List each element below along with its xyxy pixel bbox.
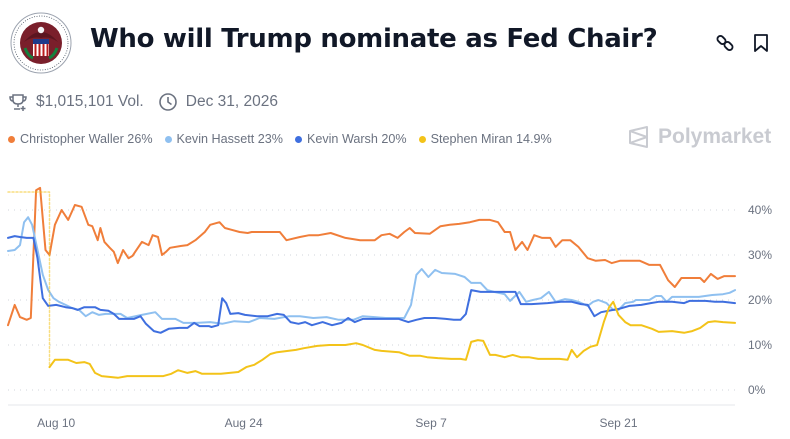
y-tick-label: 30% [748, 248, 772, 262]
legend-label-hassett: Kevin Hassett 23% [176, 132, 283, 146]
volume-text: $1,015,101 Vol. [36, 93, 144, 110]
chart-legend: Christopher Waller 26% Kevin Hassett 23%… [8, 132, 564, 146]
y-tick-label: 20% [748, 293, 772, 307]
y-tick-label: 10% [748, 338, 772, 352]
x-tick-label: Aug 10 [37, 416, 75, 430]
series-line-christopher-waller[interactable] [7, 186, 736, 327]
legend-label-warsh: Kevin Warsh 20% [306, 132, 407, 146]
legend-dot-hassett [164, 135, 172, 143]
x-tick-label: Sep 7 [415, 416, 447, 430]
polymarket-logo-icon [629, 126, 648, 148]
x-tick-label: Aug 24 [225, 416, 263, 430]
legend-item-hassett[interactable]: Kevin Hassett 23% [164, 132, 283, 146]
trophy-icon [8, 92, 28, 112]
legend-dot-warsh [294, 135, 302, 143]
price-history-chart: 0% 10% 20% 30% 40% Aug 10 Aug 24 Sep 7 Sep 21 [7, 186, 772, 430]
end-date-text: Dec 31, 2026 [185, 93, 278, 110]
federal-reserve-seal-icon [10, 12, 72, 74]
legend-dot-miran [418, 135, 426, 143]
end-date-info: Dec 31, 2026 [158, 92, 278, 112]
clock-icon [158, 92, 178, 112]
legend-label-waller: Christopher Waller 26% [20, 132, 153, 146]
legend-item-warsh[interactable]: Kevin Warsh 20% [294, 132, 407, 146]
y-tick-label: 40% [748, 203, 772, 217]
series-line-stephen-miran[interactable] [48, 300, 736, 379]
legend-dot-waller [8, 135, 15, 143]
series-line-kevin-warsh[interactable] [7, 235, 736, 334]
market-meta: $1,015,101 Vol. Dec 31, 2026 [8, 92, 292, 112]
legend-item-miran[interactable]: Stephen Miran 14.9% [418, 132, 552, 146]
series-line-stephen-miran-sparse-dotted[interactable] [7, 191, 51, 368]
volume-info: $1,015,101 Vol. [8, 92, 144, 112]
link-icon[interactable] [714, 32, 736, 54]
y-tick-label: 0% [748, 383, 766, 397]
legend-item-waller[interactable]: Christopher Waller 26% [8, 132, 153, 146]
page-title: Who will Trump nominate as Fed Chair? [90, 24, 658, 54]
x-tick-label: Sep 21 [599, 416, 637, 430]
polymarket-brand: Polymarket [627, 125, 771, 149]
legend-label-miran: Stephen Miran 14.9% [430, 132, 552, 146]
bookmark-icon[interactable] [750, 32, 772, 54]
brand-name: Polymarket [658, 125, 772, 148]
